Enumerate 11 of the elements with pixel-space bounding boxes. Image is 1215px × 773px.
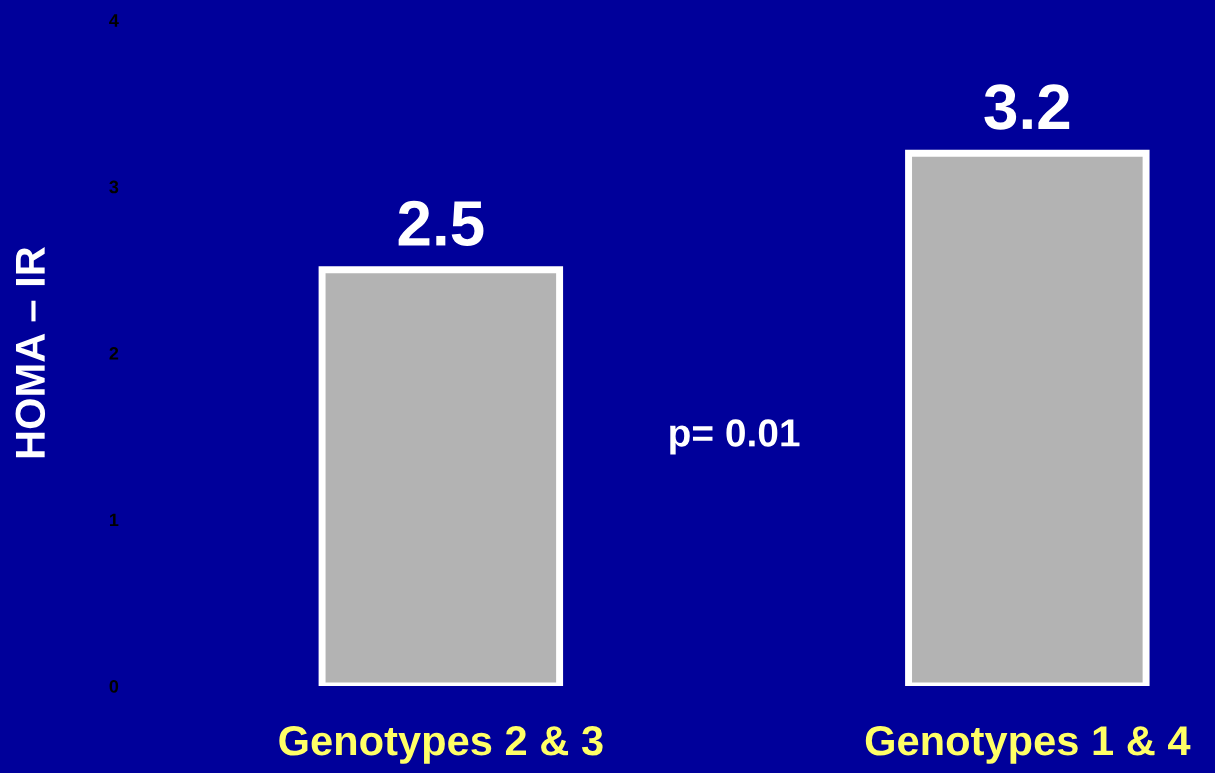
y-axis-title: HOMA – IR [15, 247, 46, 458]
y-tick-label: 3 [109, 180, 119, 194]
x-tick-label: Genotypes 2 & 3 [279, 726, 603, 764]
annotation: p= 0.01 [670, 419, 800, 455]
y-tick-label: 1 [109, 513, 119, 527]
data-label: 3.2 [984, 84, 1070, 130]
data-label: 2.5 [398, 200, 484, 247]
y-tick-label: 2 [109, 347, 119, 360]
x-tick-label: Genotypes 1 & 4 [865, 726, 1191, 764]
y-tick-label: 0 [109, 679, 119, 693]
y-tick-label: 4 [109, 14, 119, 27]
